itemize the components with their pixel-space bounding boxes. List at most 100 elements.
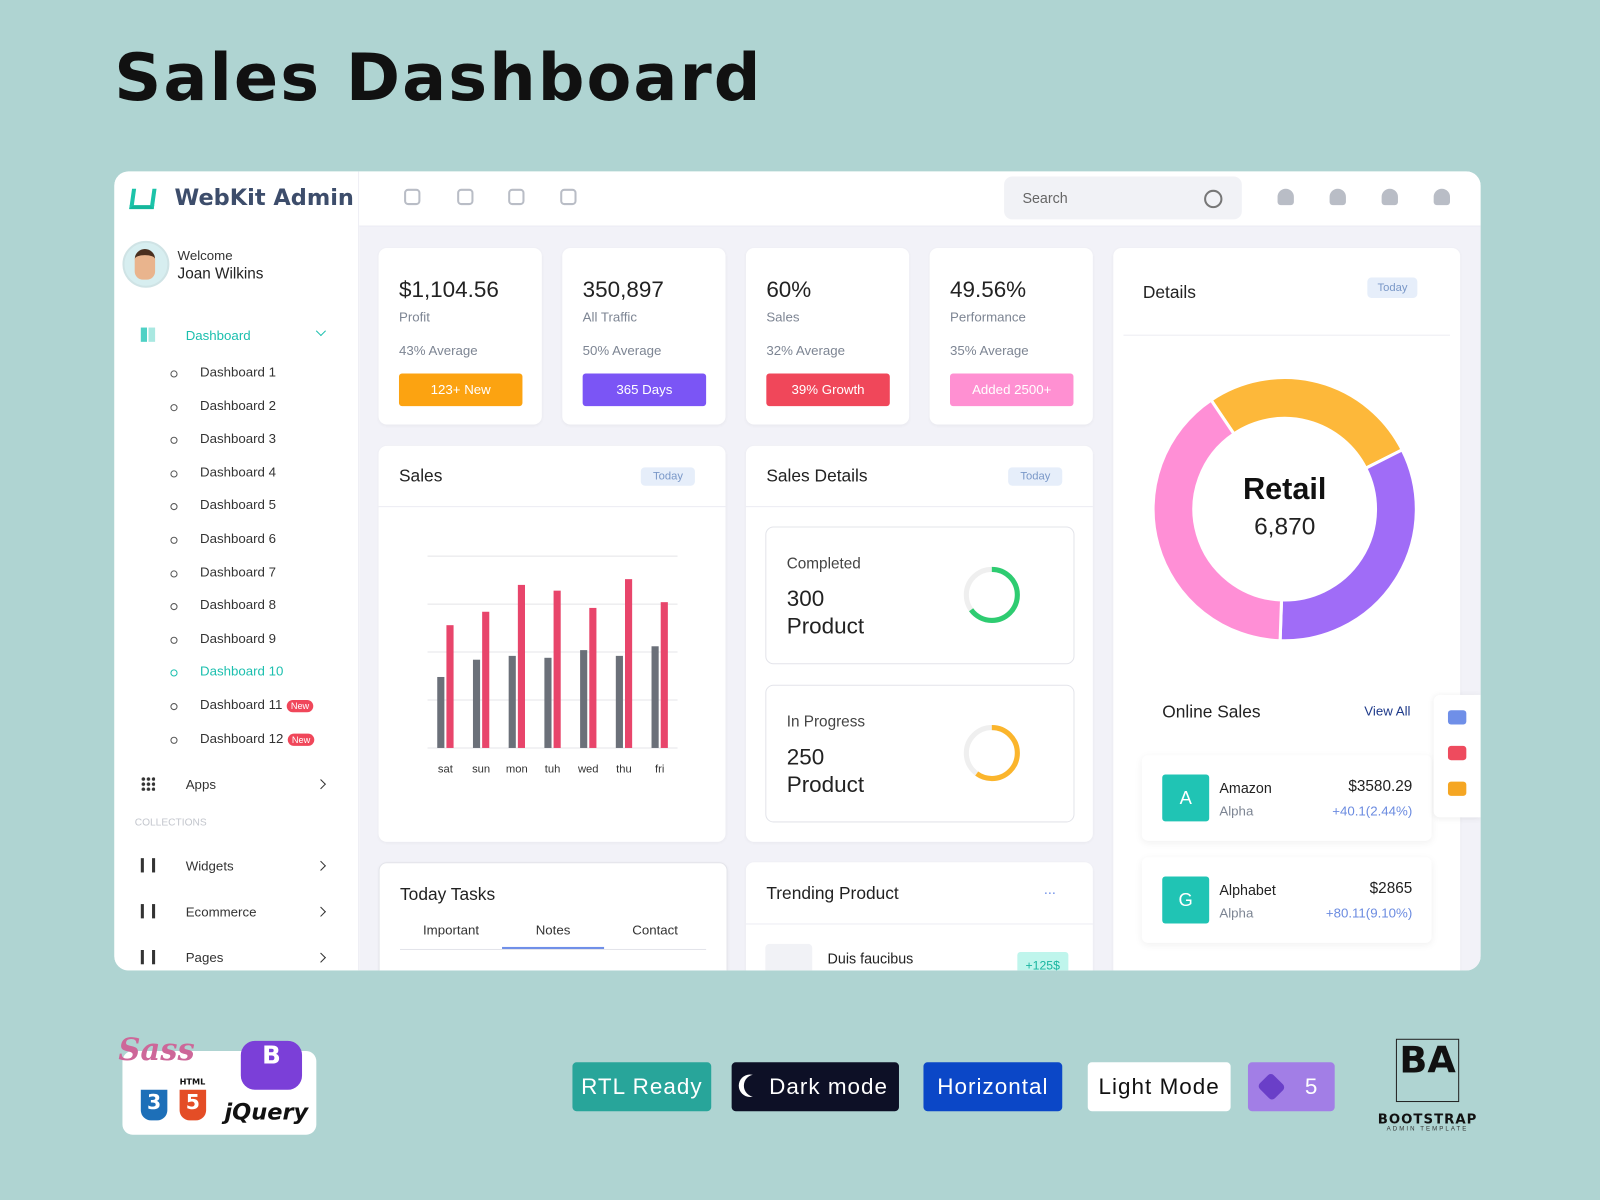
tab-underline: [502, 946, 605, 949]
stat-card: 49.56% Performance 35% Average Added 2500+: [929, 247, 1093, 425]
stat-value: $1,104.56: [398, 276, 499, 303]
template-sub: ADMIN TEMPLATE: [1386, 1126, 1469, 1133]
submenu-item[interactable]: Dashboard 2: [199, 397, 276, 413]
user-name: Joan Wilkins: [177, 265, 264, 283]
filter-chip[interactable]: Today: [1367, 277, 1418, 298]
brand-name: WebKit Admin: [174, 185, 354, 212]
tab[interactable]: Contact: [632, 922, 678, 938]
new-badge: New: [287, 733, 315, 746]
stat-average: 50% Average: [582, 342, 662, 359]
sales-row: G Alphabet Alpha $2865 +80.11(9.10%): [1141, 857, 1432, 943]
stat-average: 43% Average: [398, 342, 478, 359]
filter-chip[interactable]: Today: [640, 467, 696, 486]
card-title: Trending Product: [766, 883, 899, 904]
company-name: Amazon: [1219, 779, 1272, 796]
menu-apps[interactable]: Apps: [185, 776, 216, 792]
stat-button[interactable]: 123+ New: [398, 373, 523, 407]
card-title: Today Tasks: [399, 884, 496, 905]
stat-label: All Traffic: [582, 309, 637, 325]
submenu-item[interactable]: Dashboard 11: [199, 696, 283, 713]
welcome-label: Welcome: [177, 247, 233, 264]
company-name: Alphabet: [1219, 881, 1276, 898]
submenu-item[interactable]: Dashboard 9: [199, 630, 276, 646]
stat-value: 60%: [766, 276, 812, 303]
icon: [508, 188, 525, 206]
html5-logo: 5: [179, 1089, 207, 1121]
submenu-item[interactable]: Dashboard 6: [199, 530, 276, 546]
stat-label: Performance: [949, 309, 1026, 325]
stat-card: 60% Sales 32% Average 39% Growth: [745, 247, 910, 425]
sales-details-card: Sales Details Today Completed 300 Product In…: [745, 445, 1093, 842]
trending-card: Trending Product... Duis faucibus +125$: [745, 862, 1093, 971]
icon: [1329, 188, 1346, 206]
tab[interactable]: Notes: [535, 922, 571, 938]
icon: [1256, 1072, 1286, 1102]
icon: [1447, 745, 1467, 761]
submenu-item[interactable]: Dashboard 10: [199, 663, 284, 679]
bootstrap-logo: B: [240, 1040, 303, 1090]
submenu-item[interactable]: Dashboard 12: [199, 730, 284, 746]
icon: [140, 776, 156, 791]
stat-button[interactable]: 365 Days: [582, 373, 707, 407]
stat-button[interactable]: 39% Growth: [766, 373, 890, 407]
feature-badge: Horizontal: [923, 1062, 1063, 1112]
topbar: Search: [359, 171, 1481, 227]
more-menu[interactable]: ...: [1043, 880, 1056, 897]
initial-avatar: A: [1162, 774, 1210, 822]
stat-card: 350,897 All Traffic 50% Average 365 Days: [562, 247, 726, 425]
feature-badge: Dark mode: [731, 1062, 899, 1112]
menu-link[interactable]: Widgets: [185, 858, 234, 874]
icon: [129, 188, 157, 210]
amount: $3580.29: [1348, 777, 1413, 795]
badge-label: 5: [1304, 1073, 1319, 1099]
icon: [122, 240, 170, 288]
stat-button[interactable]: Added 2500+: [949, 373, 1074, 407]
menu-link[interactable]: Ecommerce: [185, 904, 257, 920]
icon: [170, 470, 178, 478]
stat-value: 49.56%: [949, 276, 1027, 303]
badge-label: Dark mode: [769, 1073, 889, 1099]
icon: [140, 858, 156, 873]
submenu-item[interactable]: Dashboard 7: [199, 563, 276, 580]
status-value: 300 Product: [786, 585, 865, 639]
icon: [1204, 189, 1223, 209]
icon: [170, 603, 178, 611]
icon: [404, 188, 421, 206]
icon: [170, 536, 178, 544]
icon: [1447, 781, 1467, 796]
section-label: COLLECTIONS: [134, 817, 207, 829]
feature-badge: 5: [1247, 1062, 1335, 1112]
submenu-item[interactable]: Dashboard 8: [199, 597, 276, 613]
icon: [170, 503, 178, 511]
icon: [170, 403, 178, 411]
menu-dashboard[interactable]: Dashboard: [185, 327, 251, 343]
section-title: Online Sales: [1162, 702, 1261, 722]
search-placeholder: Search: [1022, 189, 1068, 207]
stat-label: Profit: [398, 309, 430, 325]
filter-chip[interactable]: Today: [1008, 467, 1063, 486]
feature-badge: Light Mode: [1087, 1062, 1231, 1112]
divider: [745, 506, 1093, 508]
icon: [170, 436, 178, 445]
view-all-link[interactable]: View All: [1364, 703, 1411, 719]
badge-label: Light Mode: [1098, 1073, 1220, 1099]
floating-tools: [1433, 694, 1481, 818]
jquery-logo: jQuery: [224, 1099, 309, 1126]
menu-link[interactable]: Pages: [185, 949, 224, 966]
submenu-item[interactable]: Dashboard 5: [199, 497, 276, 513]
divider: [745, 923, 1093, 925]
feature-badge: RTL Ready: [572, 1062, 712, 1112]
search-box[interactable]: Search: [1004, 176, 1242, 220]
company-sub: Alpha: [1219, 905, 1254, 921]
icon: [560, 188, 577, 206]
tab[interactable]: Important: [422, 922, 480, 938]
page-title: Sales Dashboard: [114, 40, 763, 117]
icon: [744, 1074, 766, 1096]
submenu-item[interactable]: Dashboard 4: [199, 464, 276, 480]
icon: [315, 326, 326, 337]
submenu-item[interactable]: Dashboard 1: [199, 364, 276, 380]
tasks-card: Today Tasks Important Notes Contact: [378, 862, 728, 971]
dashboard-panel: WebKit Admin Welcome Joan Wilkins Dashboard…: [114, 171, 1481, 971]
submenu-item[interactable]: Dashboard 3: [199, 430, 276, 447]
card-title: Details: [1142, 282, 1196, 303]
